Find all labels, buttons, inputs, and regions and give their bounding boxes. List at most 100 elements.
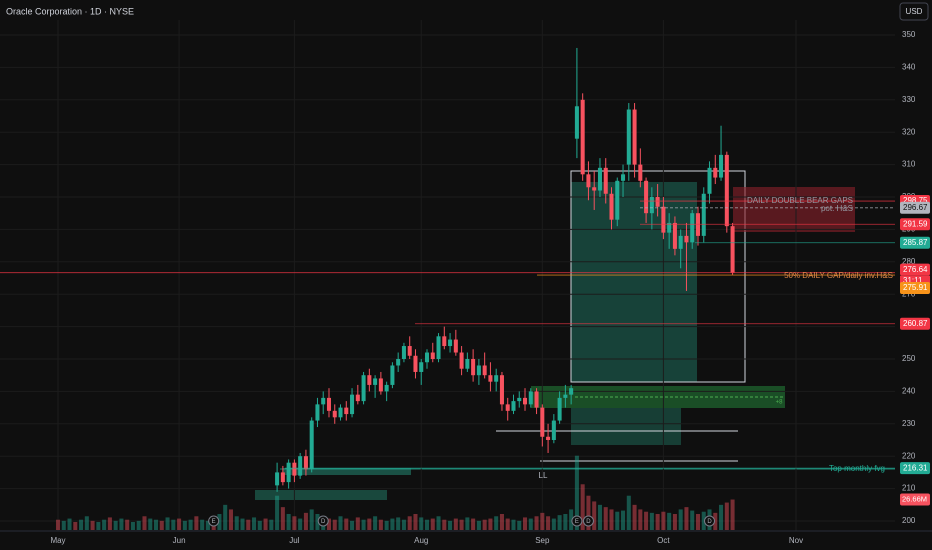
candle-body [592,187,597,191]
price-label-bg [900,317,930,330]
volume-bar [188,519,193,530]
volume-bar [390,518,395,530]
event-marker [704,515,716,527]
volume-bar [436,516,441,530]
volume-bar [448,520,453,530]
y-tick-label: 210 [902,484,916,493]
candle-body [384,384,389,392]
candle-body [707,167,712,194]
candle-body [713,167,718,178]
candle-body [557,397,562,421]
volume-bar [494,516,499,530]
volume-bar [430,518,435,530]
volume-bar [713,512,718,530]
zone-monthly [283,468,411,475]
volume-bar [528,518,533,530]
volume-bar [373,516,378,530]
volume-bar [303,512,308,530]
volume-bar [200,519,205,530]
candle-body [413,355,418,372]
chart-title: Oracle Corporation · 1D · NYSE [6,6,134,16]
candle-body [488,375,493,382]
plot: 2002102202302402502602702802903003103203… [0,20,916,545]
candle-body [275,472,280,486]
candle-body [574,106,579,139]
event-marker-label: E [575,519,579,525]
volume-bar [384,520,389,530]
candle-body [638,164,643,181]
candle-body [482,365,487,376]
candle-body [615,180,620,220]
candle-body [355,394,360,402]
candle-body [280,472,285,483]
candle-body [286,462,291,483]
volume-bar [286,514,291,530]
volume-bar [499,514,504,530]
volume-bar [61,520,66,530]
volume-bar [678,509,683,530]
volume-bar [724,502,729,530]
price-label-bg [900,236,930,249]
price-label: 285.87 [903,238,928,247]
price-label-bg [900,218,930,231]
candle-body [621,174,626,181]
volume-bar [632,504,637,530]
candle-body [401,346,406,359]
volume-bar [269,519,274,530]
volume-bar [603,507,608,530]
volume-bar [252,517,257,530]
volume-bar [159,520,164,530]
volume-bar [546,516,551,530]
volume-bar [644,511,649,530]
x-tick-label: Jun [173,536,186,545]
candle-body [505,404,510,411]
volume-bar [367,518,372,530]
volume-bar [217,514,222,530]
volume-bar [350,520,355,530]
candle-body [396,359,401,366]
volume-bar [719,504,724,530]
candle-body [298,456,303,476]
volume-bar [557,515,562,530]
volume-bar [517,520,522,530]
volume-bar [223,504,228,530]
countdown-bg [900,275,930,286]
event-marker [208,515,220,527]
volume-bar [113,520,118,530]
candle-body [407,346,412,356]
countdown: 31:11 [903,276,923,285]
candle-body [655,197,660,207]
candle-body [730,226,735,273]
annotation: 50% DAILY GAP/daily inv.H&S [784,271,893,280]
event-marker-label: D [321,519,326,525]
candle-body [442,336,447,347]
volume-bar [136,520,141,530]
candle-body [321,397,326,405]
volume-bar [125,519,130,530]
candle-body [522,397,528,405]
volume-bar [413,514,418,530]
x-tick-label: May [50,536,65,545]
volume-bar [401,519,406,530]
candle-body [430,352,435,359]
volume-bar [453,518,458,530]
volume-bar [551,518,556,530]
volume-bar [563,514,568,530]
candle-body [649,197,654,214]
currency-box[interactable] [899,2,929,21]
price-label: 276.64 [903,265,928,274]
volume-bar [361,519,366,530]
volume-bar [240,518,245,530]
zone-bottom [255,490,387,500]
currency[interactable]: USD [906,7,923,16]
volume-bar [309,509,314,530]
candle-body [419,362,424,372]
y-tick-label: 240 [902,387,916,396]
candle-body [667,222,672,233]
volume-bar [488,518,493,530]
y-tick-label: 310 [902,160,916,169]
event-marker [582,515,594,527]
volume-bar [569,509,574,530]
volume-bar [292,516,297,530]
